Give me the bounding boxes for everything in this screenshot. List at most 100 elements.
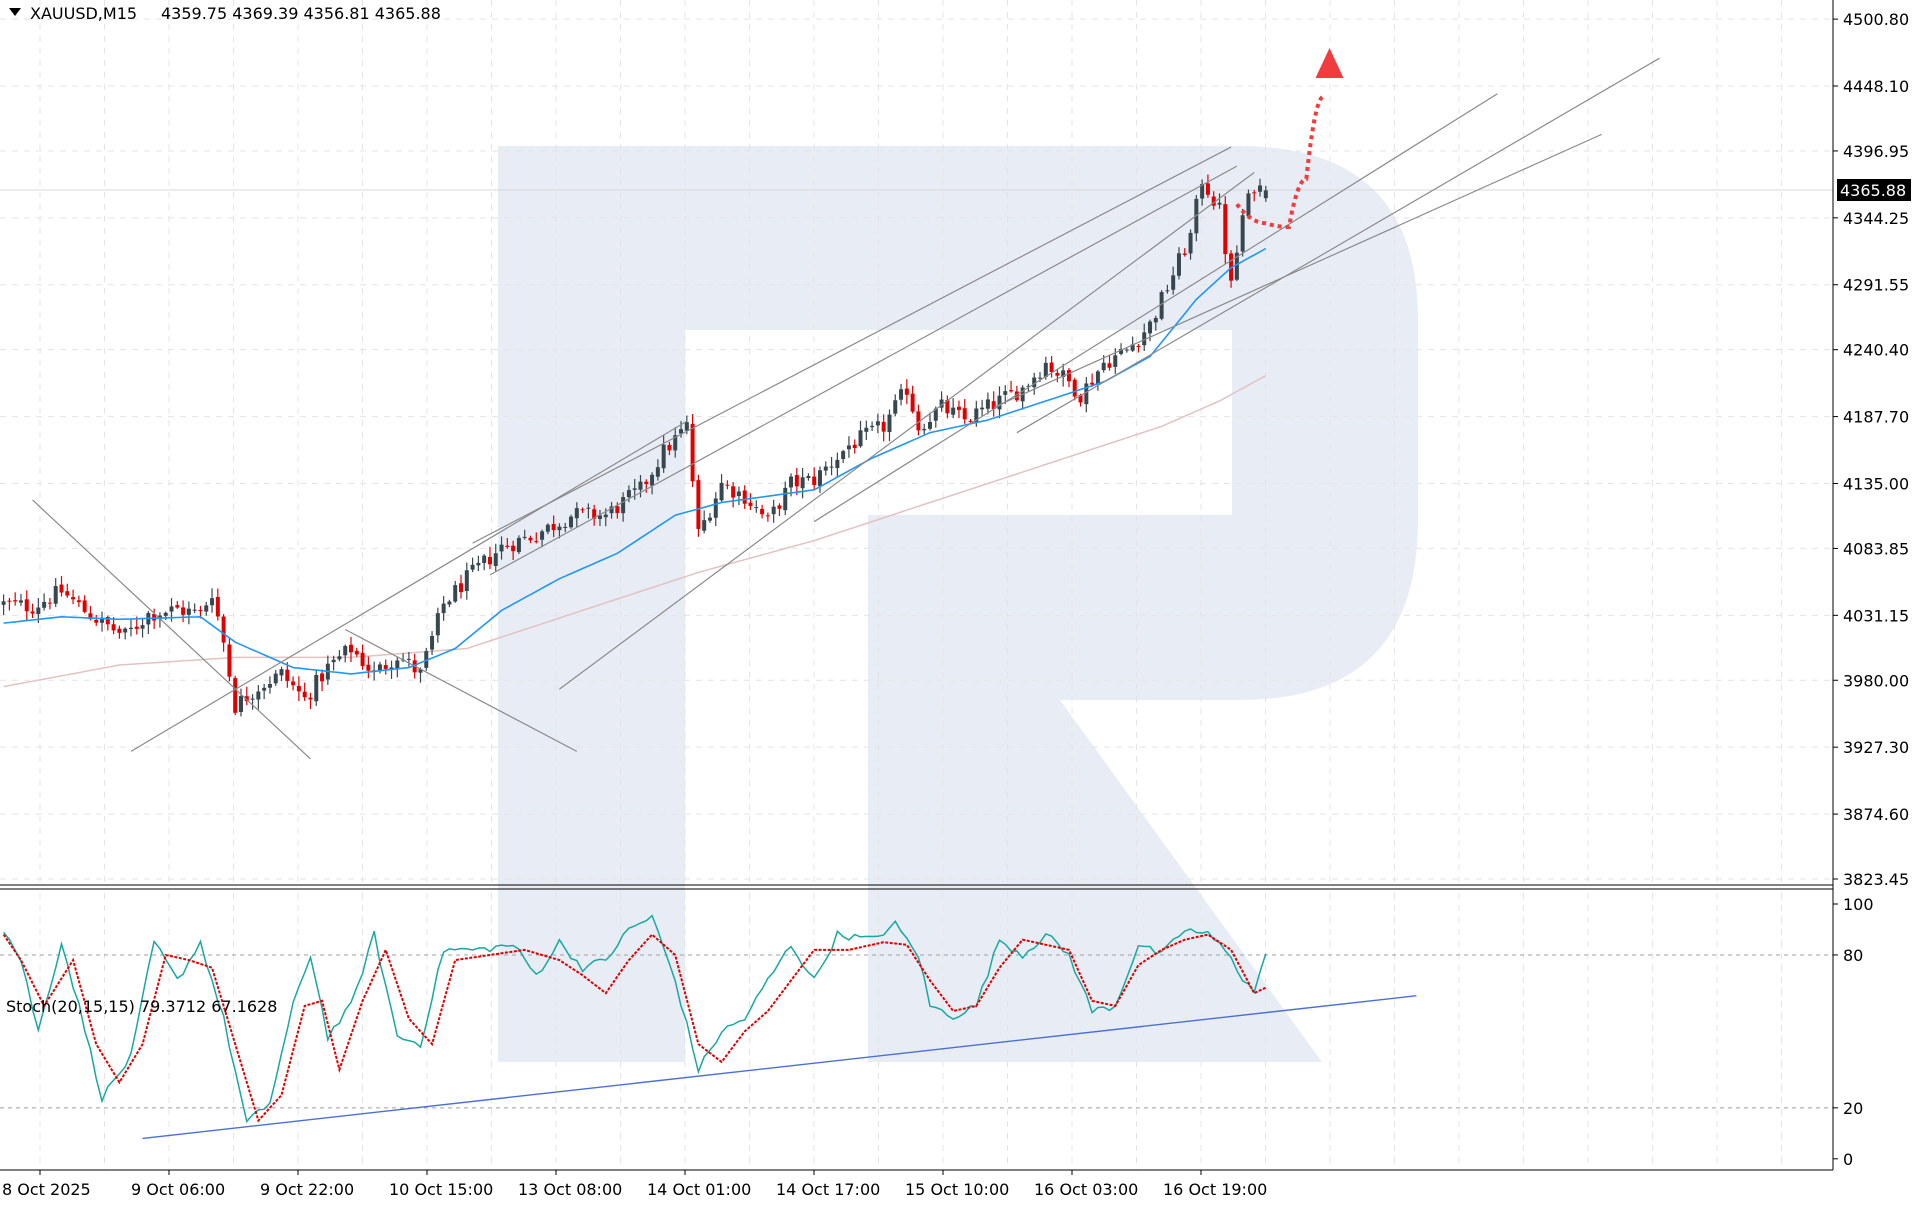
- candle-body: [482, 555, 487, 564]
- x-tick-label: 16 Oct 19:00: [1163, 1180, 1267, 1199]
- candle-body: [1171, 275, 1176, 290]
- candle-body: [169, 606, 174, 612]
- stoch-main-line: [3, 914, 1267, 1124]
- watermark-logo: [498, 146, 1418, 1062]
- x-tick-label: 15 Oct 10:00: [905, 1180, 1009, 1199]
- candle-body: [922, 428, 927, 431]
- stoch-signal-line: [2, 933, 1267, 1123]
- candle-body: [731, 486, 736, 498]
- candle-body: [609, 506, 614, 514]
- candle-body: [233, 678, 238, 713]
- candle-body: [951, 407, 956, 415]
- candle-body: [870, 425, 875, 428]
- candle-body: [18, 600, 23, 603]
- candle-body: [1130, 344, 1135, 351]
- candle-body: [1078, 395, 1083, 403]
- trendline: [813, 93, 1498, 523]
- candle-body: [163, 612, 168, 616]
- candle-body: [1066, 370, 1071, 382]
- candle-body: [945, 399, 950, 414]
- stoch-y-tick-label: 20: [1843, 1099, 1863, 1118]
- x-tick-label: 8 Oct 2025: [2, 1180, 91, 1199]
- candle-body: [36, 607, 41, 615]
- candle-body: [354, 650, 359, 655]
- candle-body: [406, 658, 411, 660]
- candle-body: [71, 597, 76, 600]
- candle-body: [621, 497, 626, 514]
- candle-body: [800, 477, 805, 489]
- candle-body: [441, 603, 446, 614]
- candle-body: [493, 553, 498, 566]
- candle-body: [580, 509, 585, 511]
- candle-body: [389, 667, 394, 670]
- candle-body: [962, 408, 967, 420]
- candle-body: [1205, 183, 1210, 195]
- candle-body: [1165, 290, 1170, 292]
- candle-body: [13, 600, 18, 602]
- candle-body: [505, 545, 510, 547]
- candle-body: [331, 659, 336, 663]
- candle-body: [383, 665, 388, 669]
- candle-body: [250, 698, 255, 700]
- candle-body: [684, 422, 689, 431]
- candle-body: [789, 476, 794, 488]
- candle-body: [88, 613, 93, 620]
- candle-body: [956, 406, 961, 410]
- y-tick-label: 4344.25: [1843, 209, 1909, 228]
- candle-body: [557, 526, 562, 531]
- candle-body: [76, 600, 81, 603]
- candle-body: [1148, 321, 1153, 334]
- x-tick-label: 9 Oct 06:00: [131, 1180, 225, 1199]
- y-tick-label: 4291.55: [1843, 276, 1909, 295]
- candle-body: [1084, 383, 1089, 405]
- candle-body: [679, 429, 684, 434]
- candle-body: [673, 435, 678, 451]
- candle-body: [65, 591, 70, 596]
- candle-body: [459, 583, 464, 593]
- candle-body: [725, 484, 730, 486]
- candle-body: [1101, 362, 1106, 371]
- candle-body: [875, 421, 880, 426]
- candle-body: [100, 617, 105, 623]
- candle-body: [696, 480, 701, 529]
- trendline: [993, 133, 1602, 408]
- candle-body: [1014, 391, 1019, 401]
- candle-body: [852, 444, 857, 449]
- candle-body: [742, 490, 747, 504]
- candle-body: [893, 400, 898, 414]
- candle-body: [267, 684, 272, 688]
- candle-body: [632, 488, 637, 490]
- symbol-label: XAUUSD,M15: [30, 4, 137, 23]
- candle-body: [592, 509, 597, 519]
- candle-body: [24, 599, 29, 612]
- ohlc-label: 4359.75 4369.39 4356.81 4365.88: [161, 4, 441, 23]
- candle-body: [1252, 192, 1257, 194]
- candle-body: [1246, 193, 1251, 217]
- candle-body: [783, 487, 788, 511]
- candle-body: [175, 605, 180, 608]
- candle-body: [916, 411, 921, 431]
- candle-body: [314, 674, 319, 702]
- candle-body: [1159, 292, 1164, 319]
- candle-body: [1026, 385, 1031, 387]
- trendline: [32, 499, 311, 760]
- candle-body: [435, 613, 440, 636]
- candle-body: [736, 491, 741, 497]
- price-chart[interactable]: [1, 48, 1660, 760]
- candle-body: [349, 644, 353, 653]
- candle-body: [760, 508, 765, 515]
- candle-body: [899, 389, 904, 400]
- trendline: [1016, 57, 1660, 434]
- candle-body: [1234, 252, 1239, 280]
- candle-body: [771, 506, 776, 515]
- trendline: [344, 628, 578, 752]
- candle-body: [650, 474, 655, 486]
- candle-body: [1124, 349, 1129, 351]
- candle-body: [713, 498, 718, 518]
- candle-body: [974, 408, 979, 423]
- candle-body: [1043, 362, 1048, 377]
- stochastic-panel[interactable]: [0, 914, 1833, 1140]
- watermark-shape: [868, 700, 1322, 1062]
- candle-body: [615, 506, 620, 514]
